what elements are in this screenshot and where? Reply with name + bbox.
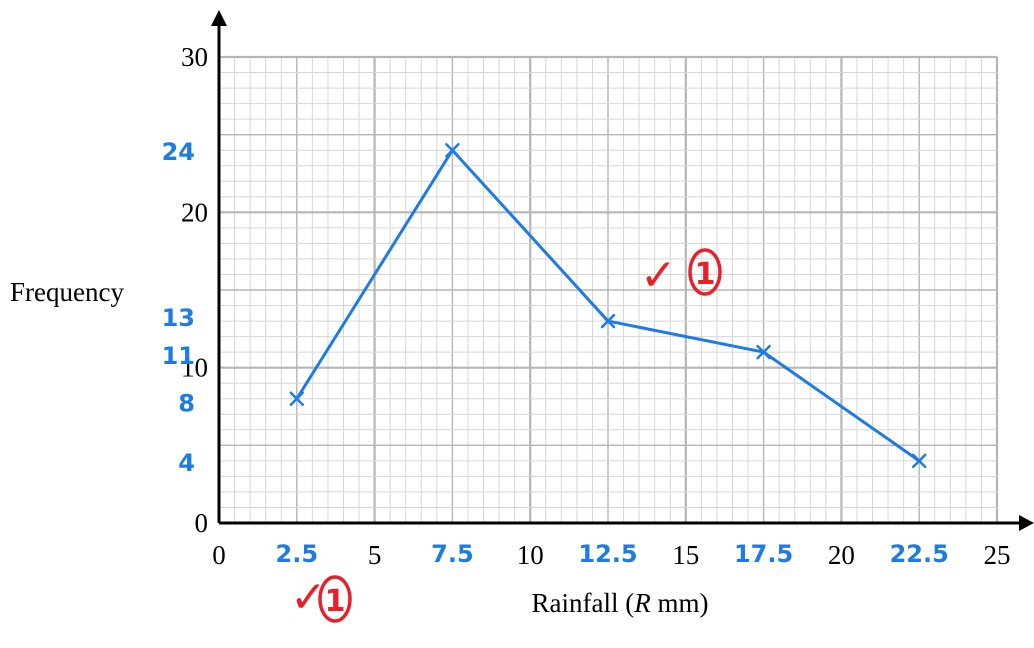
x-axis-label: Rainfall (R mm) — [532, 588, 709, 618]
data-point — [756, 344, 771, 360]
y-tick-label: 10 — [181, 353, 208, 383]
mark-circle — [318, 575, 352, 623]
y-axis-arrow — [211, 10, 227, 26]
x-tick-label: 15 — [672, 540, 699, 570]
grid — [217, 55, 999, 525]
y-axis-label: Frequency — [10, 277, 124, 307]
tick-labels: 0 5 10 15 20 25 0 10 20 30 — [181, 42, 1011, 570]
data-point — [600, 313, 616, 329]
x-annotation: 17.5 — [734, 540, 793, 568]
mark-circle — [688, 248, 722, 296]
x-axis-arrow — [1019, 515, 1034, 531]
axes — [211, 10, 1034, 531]
data-point — [911, 453, 927, 469]
y-tick-label: 0 — [195, 508, 209, 538]
x-annotation: 12.5 — [578, 540, 637, 568]
mark-number: 1 — [695, 257, 716, 292]
data-point — [289, 391, 305, 406]
y-annotation: 8 — [178, 390, 195, 418]
x-annotation: 2.5 — [276, 540, 319, 568]
x-tick-label: 25 — [984, 540, 1011, 570]
x-annotation: 7.5 — [431, 540, 474, 568]
y-tick-label: 20 — [181, 197, 208, 227]
mark-tick: ✓ — [640, 250, 677, 301]
y-tick-label: 30 — [181, 42, 208, 72]
x-tick-label: 5 — [368, 540, 382, 570]
y-annotation: 11 — [162, 342, 195, 370]
y-annotation: 4 — [178, 449, 195, 477]
x-axis-label-variable: R — [633, 588, 651, 618]
series — [289, 142, 927, 469]
x-tick-label: 10 — [517, 540, 544, 570]
y-annotation: 24 — [162, 138, 195, 166]
x-axis-label-suffix: mm) — [651, 588, 709, 618]
x-annotation: 22.5 — [890, 540, 949, 568]
mark-number: 1 — [325, 584, 346, 619]
y-annotation: 13 — [162, 304, 195, 332]
x-tick-label: 0 — [212, 540, 226, 570]
x-tick-label: 20 — [828, 540, 855, 570]
x-axis-label-prefix: Rainfall ( — [532, 588, 635, 618]
data-point — [445, 142, 460, 158]
